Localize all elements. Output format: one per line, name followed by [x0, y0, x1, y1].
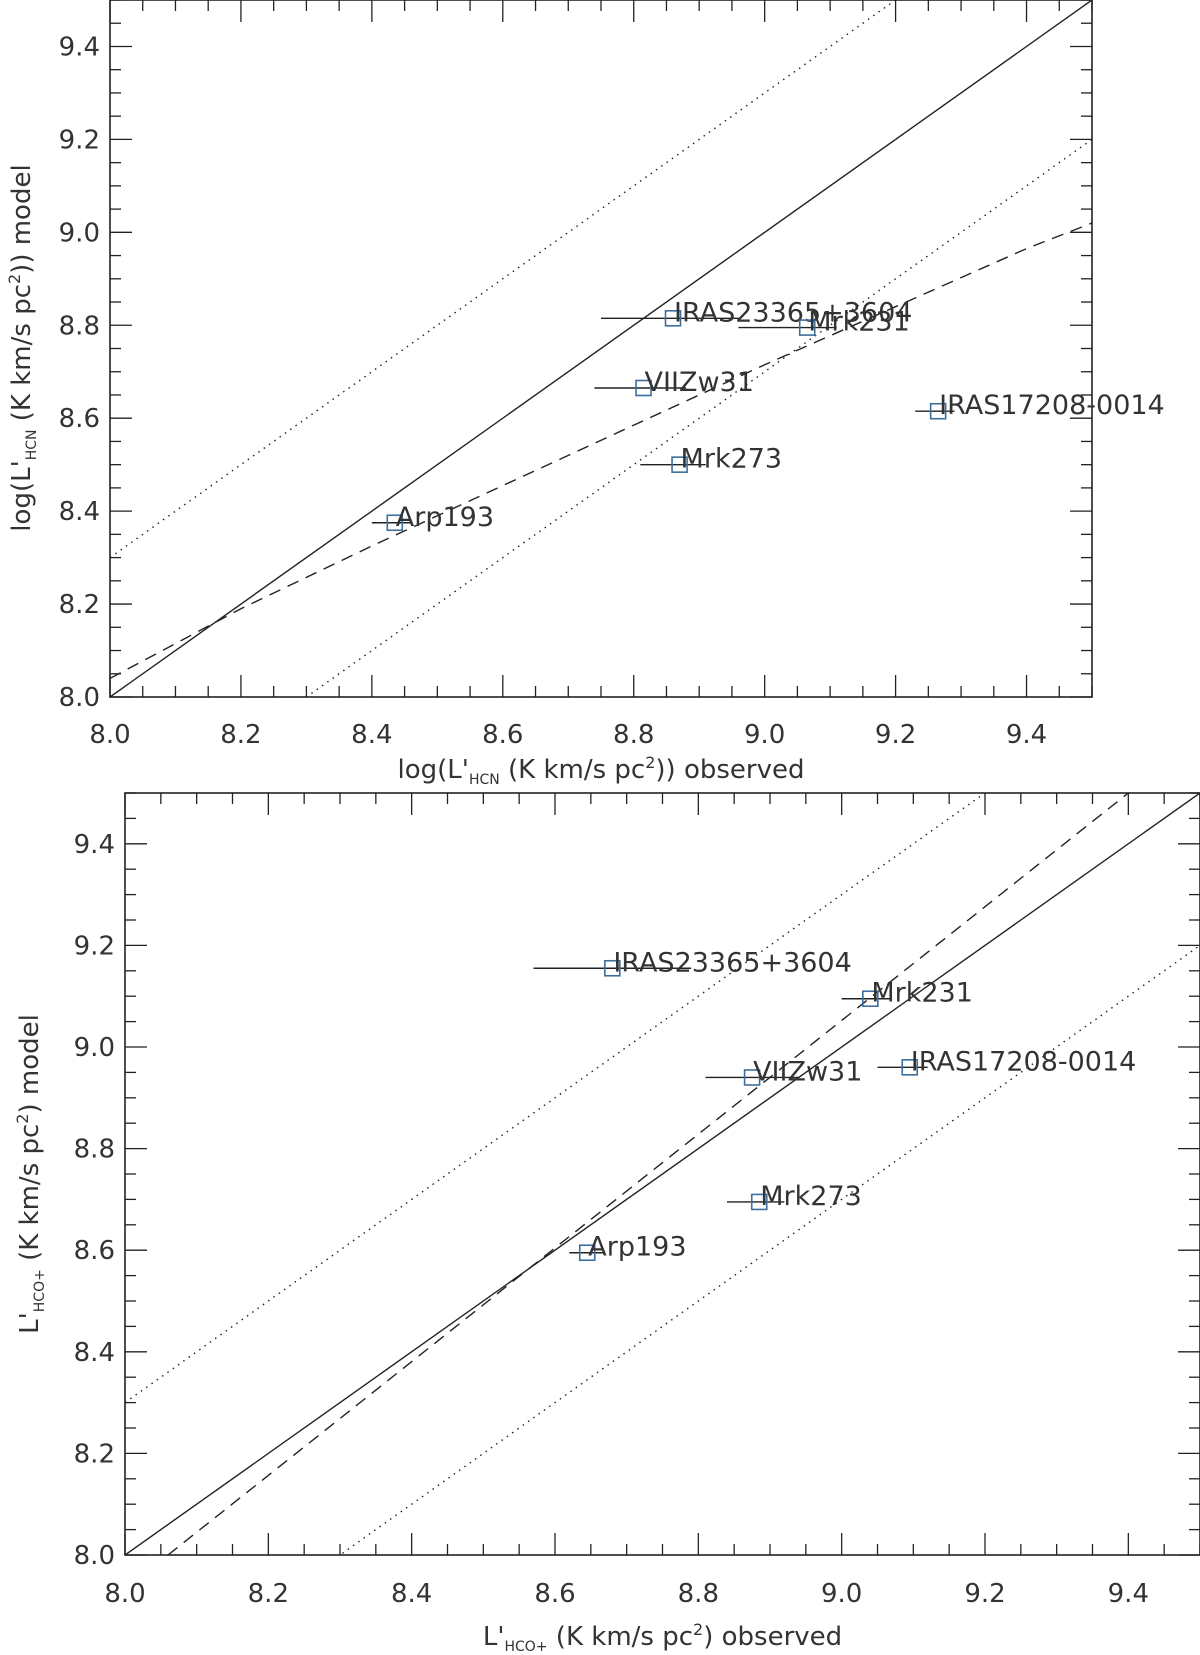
tick-marks: [109, 0, 1093, 698]
data-point: Mrk273: [727, 1181, 862, 1212]
data-point: VIIZw31: [705, 1056, 862, 1087]
y-tick-label: 8.8: [74, 1135, 115, 1165]
data-point: IRAS23365+3604: [601, 297, 912, 328]
point-marker: [743, 1069, 761, 1086]
point-marker: [386, 514, 404, 532]
point-label: IRAS23365+3604: [674, 297, 912, 328]
y-tick-label: 8.6: [74, 1236, 115, 1266]
point-label: VIIZw31: [645, 367, 754, 398]
x-tick-label: 8.6: [534, 1579, 575, 1609]
data-point: IRAS17208-0014: [915, 390, 1165, 421]
x-tick-label: 8.2: [220, 720, 261, 750]
tick-marks: [124, 792, 1200, 1556]
point-marker: [604, 959, 621, 977]
reference-lines: [110, 0, 1092, 697]
data-point: IRAS23365+3604: [533, 947, 852, 978]
point-marker: [798, 319, 816, 336]
point-marker: [578, 1244, 596, 1262]
point-marker: [750, 1193, 768, 1211]
point-marker: [862, 990, 879, 1008]
x-tick-label: 8.2: [248, 1579, 289, 1609]
point-label: VIIZw31: [753, 1056, 862, 1087]
data-point: IRAS17208-0014: [877, 1046, 1137, 1077]
point-marker: [664, 309, 682, 327]
dashed-line: [167, 793, 1129, 1555]
point-marker: [901, 1059, 919, 1076]
y-tick-label: 9.2: [59, 125, 100, 155]
x-tick-label: 9.4: [1108, 1579, 1149, 1609]
y-tick-label: 8.0: [59, 683, 100, 713]
dashed-line: [110, 222, 1092, 680]
x-tick-label: 8.8: [613, 720, 654, 750]
y-tick-label: 9.4: [59, 32, 100, 62]
x-tick-label: 9.0: [821, 1579, 862, 1609]
y-tick-label: 8.2: [59, 590, 100, 620]
x-tick-label: 8.0: [104, 1579, 145, 1609]
y-tick-label: 8.0: [74, 1541, 115, 1571]
point-label: Arp193: [396, 502, 494, 533]
x-tick-label: 9.2: [964, 1579, 1005, 1609]
point-label: IRAS23365+3604: [613, 947, 851, 978]
y-axis-title: L'HCO+ (K km/s pc2) model: [13, 1014, 48, 1334]
solid-line: [125, 793, 1200, 1555]
x-tick-label: 8.6: [482, 720, 523, 750]
point-label: IRAS17208-0014: [911, 1046, 1137, 1077]
y-tick-label: 8.6: [59, 404, 100, 434]
x-tick-label: 9.2: [875, 720, 916, 750]
y-tick-label: 9.0: [59, 218, 100, 248]
reference-lines: [125, 793, 1200, 1555]
chart-panel-2: 8.0 8.2 8.4 8.6 8.8 9.0 9.2 9.4 8.0 8.2 8.4 8.6 8.8 9…: [13, 792, 1200, 1655]
point-marker: [671, 456, 688, 473]
point-label: Arp193: [588, 1232, 686, 1263]
point-label: Mrk273: [760, 1181, 862, 1212]
solid-line: [110, 0, 1092, 697]
data-point: Mrk273: [640, 444, 782, 475]
x-axis-title: L'HCO+ (K km/s pc2) observed: [483, 1620, 842, 1655]
point-label: Mrk231: [871, 978, 973, 1009]
x-tick-label: 8.4: [391, 1579, 432, 1609]
y-tick-label: 8.4: [74, 1338, 115, 1368]
y-tick-label: 9.2: [74, 931, 115, 961]
y-tick-label: 8.2: [74, 1439, 115, 1469]
point-label: Mrk231: [808, 307, 910, 338]
y-tick-label: 8.8: [59, 311, 100, 341]
x-axis-title: log(L'HCN (K km/s pc2)) observed: [398, 753, 805, 788]
chart-panel-1: 8.0 8.2 8.4 8.6 8.8 9.0 9.2 9.4 8.0 8.2 8.4 8.6 8.8 9…: [5, 0, 1165, 788]
y-tick-label: 9.4: [74, 830, 115, 860]
point-label: IRAS17208-0014: [939, 390, 1165, 421]
dotted-line: [110, 0, 897, 559]
data-point: Mrk231: [841, 978, 973, 1009]
data-point: Arp193: [371, 502, 494, 533]
x-tick-label: 9.0: [744, 720, 785, 750]
data-point: Arp193: [569, 1232, 687, 1263]
point-marker: [929, 402, 947, 420]
x-tick-label: 8.8: [678, 1579, 719, 1609]
point-label: Mrk273: [681, 444, 783, 475]
x-tick-label: 9.4: [1006, 720, 1047, 750]
y-axis-title: log(L'HCN (K km/s pc2)) model: [5, 164, 40, 531]
data-point: VIIZw31: [594, 367, 754, 398]
y-tick-label: 8.4: [59, 497, 100, 527]
data-point: Mrk231: [738, 307, 910, 338]
x-tick-label: 8.0: [89, 720, 130, 750]
point-marker: [635, 379, 652, 397]
y-tick-label: 9.0: [74, 1033, 115, 1063]
x-tick-label: 8.4: [351, 720, 392, 750]
